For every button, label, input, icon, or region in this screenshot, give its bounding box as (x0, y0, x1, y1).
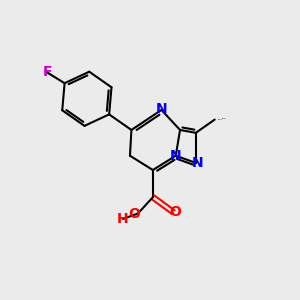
Text: methyl: methyl (222, 118, 227, 119)
Text: F: F (43, 64, 53, 79)
Text: N: N (156, 101, 167, 116)
Text: O: O (128, 206, 140, 220)
Text: N: N (191, 156, 203, 170)
Text: N: N (170, 149, 182, 163)
Text: methyl: methyl (218, 119, 223, 120)
Text: H: H (117, 212, 129, 226)
Text: O: O (169, 205, 181, 219)
